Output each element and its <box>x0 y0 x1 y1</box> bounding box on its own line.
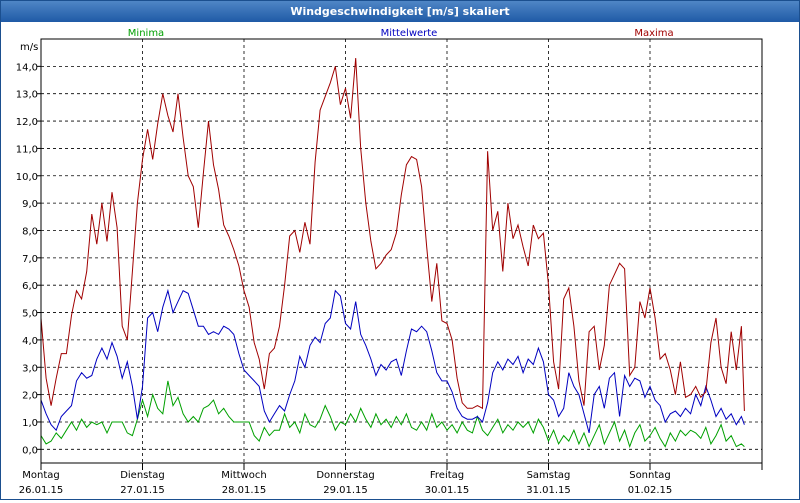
plot-area-frame <box>40 38 763 464</box>
y-tick-label: 7,0 <box>22 254 38 265</box>
x-tick-day-label: Dienstag <box>120 470 165 481</box>
wind-speed-chart: 0,0 1,0 2,0 3,0 4,0 5,0 6,0 7,0 8,0 9,0 10,0 11,0 12… <box>16 28 763 496</box>
legend: Minima Mittelwerte Maxima <box>128 28 674 39</box>
y-tick-label: 3,0 <box>22 363 38 374</box>
y-tick-label: 6,0 <box>22 281 38 292</box>
x-tick-date-label: 28.01.15 <box>222 485 267 496</box>
chart-panel: 0,0 1,0 2,0 3,0 4,0 5,0 6,0 7,0 8,0 9,0 10,0 11,0 12… <box>1 22 799 499</box>
x-tick-date-label: 27.01.15 <box>120 485 165 496</box>
y-axis-label: m/s <box>20 42 38 53</box>
x-tick-date-label: 31.01.15 <box>526 485 571 496</box>
x-tick-date-label: 01.02.15 <box>628 485 673 496</box>
y-axis-ticks: 0,0 1,0 2,0 3,0 4,0 5,0 6,0 7,0 8,0 9,0 10,0 11,0 12… <box>16 62 41 456</box>
y-tick-label: 4,0 <box>22 336 38 347</box>
window-title: Windgeschwindigkeit [m/s] skaliert <box>1 1 799 22</box>
y-tick-label: 5,0 <box>22 309 38 320</box>
y-tick-label: 10,0 <box>16 172 38 183</box>
y-tick-label: 0,0 <box>22 445 38 456</box>
x-tick-day-label: Donnerstag <box>316 470 374 481</box>
y-tick-label: 12,0 <box>16 117 38 128</box>
x-axis-ticks: Montag 26.01.15 Dienstag 27.01.15 Mittwoch 28… <box>19 463 763 496</box>
series-line-maxima <box>40 58 745 412</box>
y-tick-label: 9,0 <box>22 199 38 210</box>
series-line-mittelwerte <box>40 288 745 434</box>
x-tick-day-label: Freitag <box>430 470 464 481</box>
y-tick-label: 1,0 <box>22 418 38 429</box>
x-tick-day-label: Mittwoch <box>221 470 266 481</box>
x-tick-date-label: 29.01.15 <box>323 485 368 496</box>
y-tick-label: 11,0 <box>16 144 38 155</box>
grid <box>41 39 762 463</box>
x-tick-day-label: Sonntag <box>629 470 671 481</box>
series-line-minima <box>40 380 745 449</box>
y-tick-label: 13,0 <box>16 90 38 101</box>
x-tick-day-label: Samstag <box>527 470 571 481</box>
y-tick-label: 8,0 <box>22 226 38 237</box>
x-tick-day-label: Montag <box>22 470 59 481</box>
legend-mittelwerte: Mittelwerte <box>381 28 438 39</box>
y-tick-label: 2,0 <box>22 391 38 402</box>
y-tick-label: 14,0 <box>16 62 38 73</box>
x-tick-date-label: 30.01.15 <box>425 485 470 496</box>
legend-minima: Minima <box>128 28 164 39</box>
legend-maxima: Maxima <box>634 28 673 39</box>
x-tick-date-label: 26.01.15 <box>19 485 64 496</box>
series-lines <box>40 58 745 449</box>
